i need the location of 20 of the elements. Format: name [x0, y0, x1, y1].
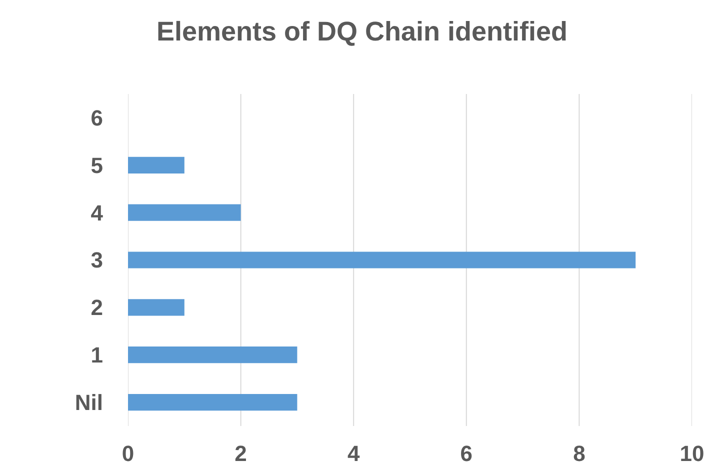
bar — [128, 394, 298, 411]
chart-title: Elements of DQ Chain identified — [156, 16, 568, 46]
y-tick-label: 2 — [90, 295, 103, 320]
x-tick-label: 6 — [460, 441, 473, 466]
x-tick-label: 4 — [347, 441, 360, 466]
y-tick-label: 5 — [90, 152, 103, 178]
y-tick-label: 1 — [90, 342, 103, 368]
x-tick-label: 0 — [122, 441, 134, 466]
y-tick-label: Nil — [74, 390, 103, 415]
x-tick-label: 2 — [234, 441, 247, 466]
y-tick-label: 4 — [90, 200, 104, 226]
x-tick-label: 10 — [680, 441, 704, 466]
bar — [128, 299, 184, 316]
bar — [128, 346, 298, 364]
bar — [128, 204, 241, 221]
y-tick-label: 3 — [90, 248, 103, 273]
bar — [128, 156, 184, 174]
y-tick-label: 6 — [90, 105, 103, 130]
x-tick-label: 8 — [573, 441, 586, 466]
bar — [128, 252, 636, 268]
